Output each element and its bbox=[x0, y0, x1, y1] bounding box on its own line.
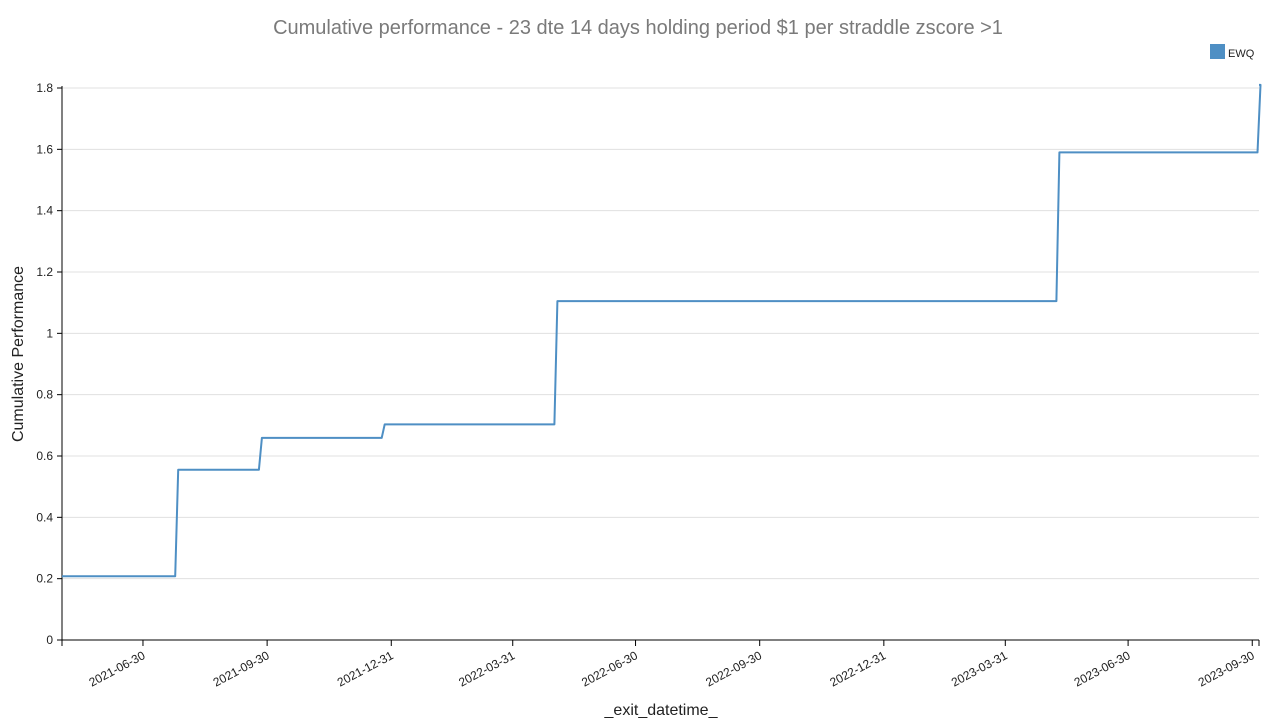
x-tick-label: 2021-12-31 bbox=[335, 648, 396, 689]
chart-title: Cumulative performance - 23 dte 14 days … bbox=[273, 17, 1003, 39]
legend: EWQ bbox=[1210, 44, 1255, 60]
y-tick-label: 1 bbox=[46, 326, 53, 340]
y-tick-label: 0.4 bbox=[36, 510, 53, 524]
y-tick-label: 1.6 bbox=[36, 142, 53, 156]
x-axis-label: _exit_datetime_ bbox=[604, 702, 719, 719]
y-tick-label: 1.8 bbox=[36, 81, 53, 95]
x-tick-label: 2023-03-31 bbox=[949, 648, 1010, 689]
x-tick-label: 2022-09-30 bbox=[703, 648, 764, 689]
legend-label-ewq: EWQ bbox=[1228, 48, 1255, 60]
x-axis: 2021-06-30 2021-09-30 2021-12-31 2022-03-31… bbox=[61, 639, 1260, 689]
x-tick-label: 2022-03-31 bbox=[456, 648, 517, 689]
series-layer bbox=[62, 83, 1262, 578]
series-line-ewq bbox=[62, 83, 1262, 578]
y-tick-label: 0.6 bbox=[36, 449, 53, 463]
x-tick-label: 2022-12-31 bbox=[827, 648, 888, 689]
x-tick-label: 2021-06-30 bbox=[87, 648, 148, 689]
y-tick-label: 0.2 bbox=[36, 572, 53, 586]
y-axis-label: Cumulative Performance bbox=[10, 266, 27, 442]
grid-lines bbox=[62, 87, 1259, 580]
y-tick-label: 0 bbox=[46, 633, 53, 647]
x-tick-label: 2022-06-30 bbox=[579, 648, 640, 689]
x-tick-label: 2021-09-30 bbox=[211, 648, 272, 689]
y-axis: 0 0.2 0.4 0.6 0.8 1 1.2 1.4 1.6 1.8 bbox=[36, 81, 63, 647]
y-tick-label: 0.8 bbox=[36, 388, 53, 402]
x-tick-label: 2023-09-30 bbox=[1196, 648, 1257, 689]
y-tick-label: 1.4 bbox=[36, 204, 53, 218]
y-tick-label: 1.2 bbox=[36, 265, 53, 279]
legend-swatch-ewq bbox=[1210, 44, 1225, 59]
x-tick-label: 2023-06-30 bbox=[1072, 648, 1133, 689]
